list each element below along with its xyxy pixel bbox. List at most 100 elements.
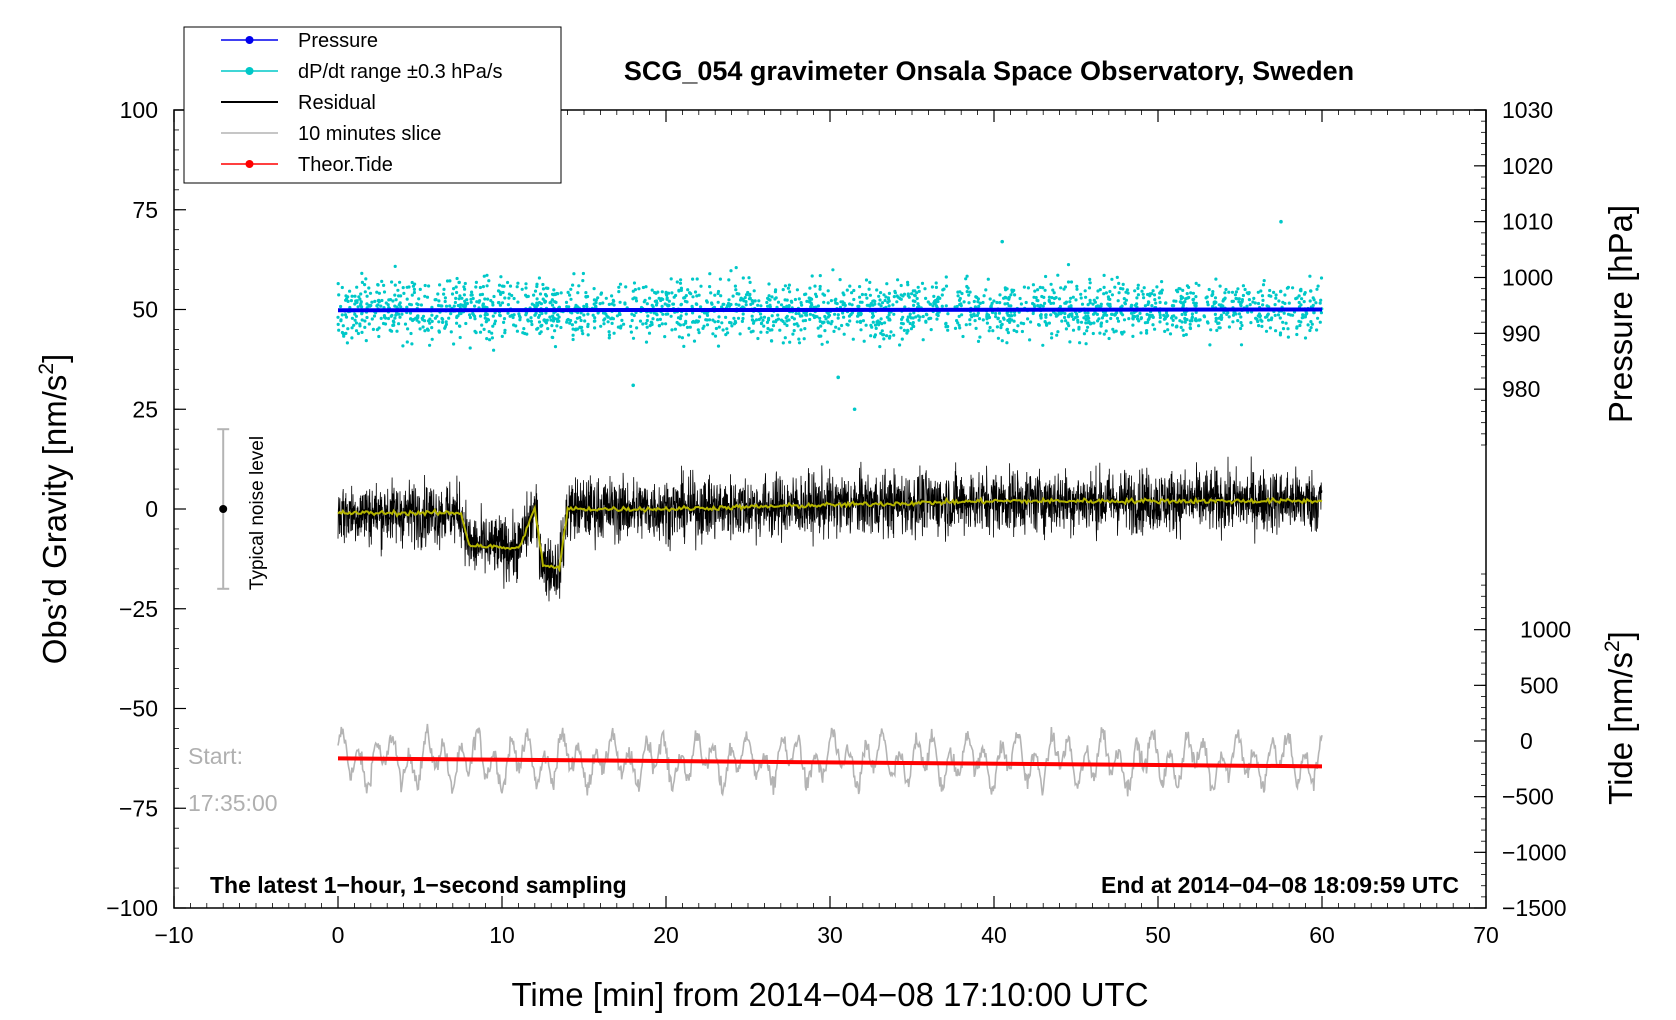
dpdt-point	[452, 287, 456, 291]
dpdt-point	[818, 319, 822, 323]
dpdt-point	[874, 326, 878, 330]
dpdt-point	[1136, 283, 1140, 287]
dpdt-point	[400, 312, 404, 316]
dpdt-point	[457, 280, 461, 285]
dpdt-point	[976, 300, 980, 304]
dpdt-point	[1033, 289, 1037, 293]
dpdt-point	[1158, 313, 1162, 317]
dpdt-point	[372, 314, 377, 318]
residual-smoothed-line	[337, 496, 1323, 573]
legend-label: dP/dt range ±0.3 hPa/s	[298, 61, 502, 83]
dpdt-point	[1212, 302, 1216, 306]
dpdt-point	[591, 313, 595, 317]
noise-level-label: Typical noise level	[247, 436, 268, 590]
pressure-tick-label: 1000	[1502, 265, 1553, 291]
dpdt-point	[1175, 325, 1179, 329]
dpdt-point	[667, 291, 671, 295]
ten-minute-slice-line	[337, 723, 1323, 797]
dpdt-point	[1019, 302, 1024, 306]
dpdt-point	[823, 329, 827, 333]
dpdt-point	[702, 311, 707, 315]
dpdt-point	[548, 315, 552, 319]
dpdt-point	[808, 286, 812, 290]
dpdt-point	[1063, 315, 1067, 320]
dpdt-point	[1239, 343, 1244, 347]
dpdt-point	[1260, 324, 1264, 328]
theor-tide-line	[337, 756, 1323, 769]
dpdt-point	[377, 291, 381, 295]
dpdt-point	[741, 276, 745, 280]
dpdt-point	[564, 300, 569, 304]
dpdt-point	[390, 329, 394, 333]
dpdt-point	[1110, 277, 1114, 281]
dpdt-point	[339, 319, 343, 323]
dpdt-point	[974, 326, 978, 330]
dpdt-point	[1018, 296, 1022, 301]
dpdt-point	[936, 313, 940, 318]
dpdt-point	[1197, 324, 1201, 328]
dpdt-point	[1069, 296, 1073, 300]
dpdt-point	[1137, 319, 1141, 323]
y-tick-label: −50	[119, 696, 158, 722]
dpdt-point	[498, 303, 502, 307]
dpdt-point	[767, 282, 771, 286]
dpdt-point	[421, 314, 426, 318]
dpdt-point	[1265, 304, 1269, 308]
dpdt-point	[615, 314, 620, 318]
dpdt-point	[974, 295, 978, 299]
dpdt-point	[1163, 329, 1167, 333]
dpdt-point	[458, 294, 462, 298]
dpdt-outlier-point	[1000, 239, 1004, 244]
dpdt-point	[972, 312, 976, 316]
dpdt-point	[1100, 316, 1104, 320]
dpdt-point	[1181, 328, 1185, 332]
dpdt-point	[940, 293, 944, 297]
tide-axis-title-close: ]	[1602, 631, 1639, 640]
dpdt-point	[720, 321, 724, 325]
y-axis-title: Obs’d Gravity [nm/s2]	[35, 354, 73, 665]
dpdt-point	[792, 329, 796, 333]
dpdt-point	[1117, 291, 1121, 295]
dpdt-point	[607, 333, 612, 337]
dpdt-point	[774, 296, 778, 300]
dpdt-point	[960, 291, 964, 296]
dpdt-point	[697, 331, 701, 335]
dpdt-point	[717, 315, 721, 319]
dpdt-point	[367, 322, 371, 326]
dpdt-point	[1205, 300, 1210, 304]
dpdt-point	[834, 325, 838, 329]
dpdt-point	[1236, 287, 1240, 291]
dpdt-point	[1239, 315, 1243, 319]
dpdt-point	[534, 305, 538, 309]
dpdt-point	[835, 302, 839, 306]
dpdt-point	[736, 316, 741, 320]
dpdt-point	[1264, 329, 1269, 333]
dpdt-point	[1283, 293, 1287, 297]
dpdt-point	[887, 313, 891, 317]
y-axis-title-close: ]	[36, 354, 73, 363]
dpdt-point	[916, 285, 920, 289]
dpdt-point	[1286, 335, 1290, 339]
dpdt-point	[444, 320, 448, 324]
dpdt-point	[785, 323, 789, 328]
dpdt-point	[984, 288, 988, 292]
dpdt-point	[797, 312, 801, 316]
dpdt-point	[572, 272, 576, 276]
dpdt-point	[1099, 321, 1104, 325]
dpdt-point	[899, 326, 903, 330]
dpdt-point	[995, 300, 999, 305]
dpdt-point	[1115, 311, 1119, 315]
dpdt-point	[864, 278, 869, 282]
dpdt-point	[475, 300, 479, 304]
dpdt-point	[1153, 327, 1157, 331]
dpdt-point	[879, 317, 883, 321]
dpdt-point	[887, 318, 891, 322]
dpdt-point	[705, 313, 710, 317]
dpdt-point	[376, 303, 380, 307]
dpdt-point	[1240, 299, 1244, 303]
dpdt-point	[1009, 314, 1013, 318]
dpdt-point	[1309, 326, 1313, 330]
dpdt-point	[1122, 330, 1126, 334]
dpdt-point	[1066, 280, 1071, 284]
